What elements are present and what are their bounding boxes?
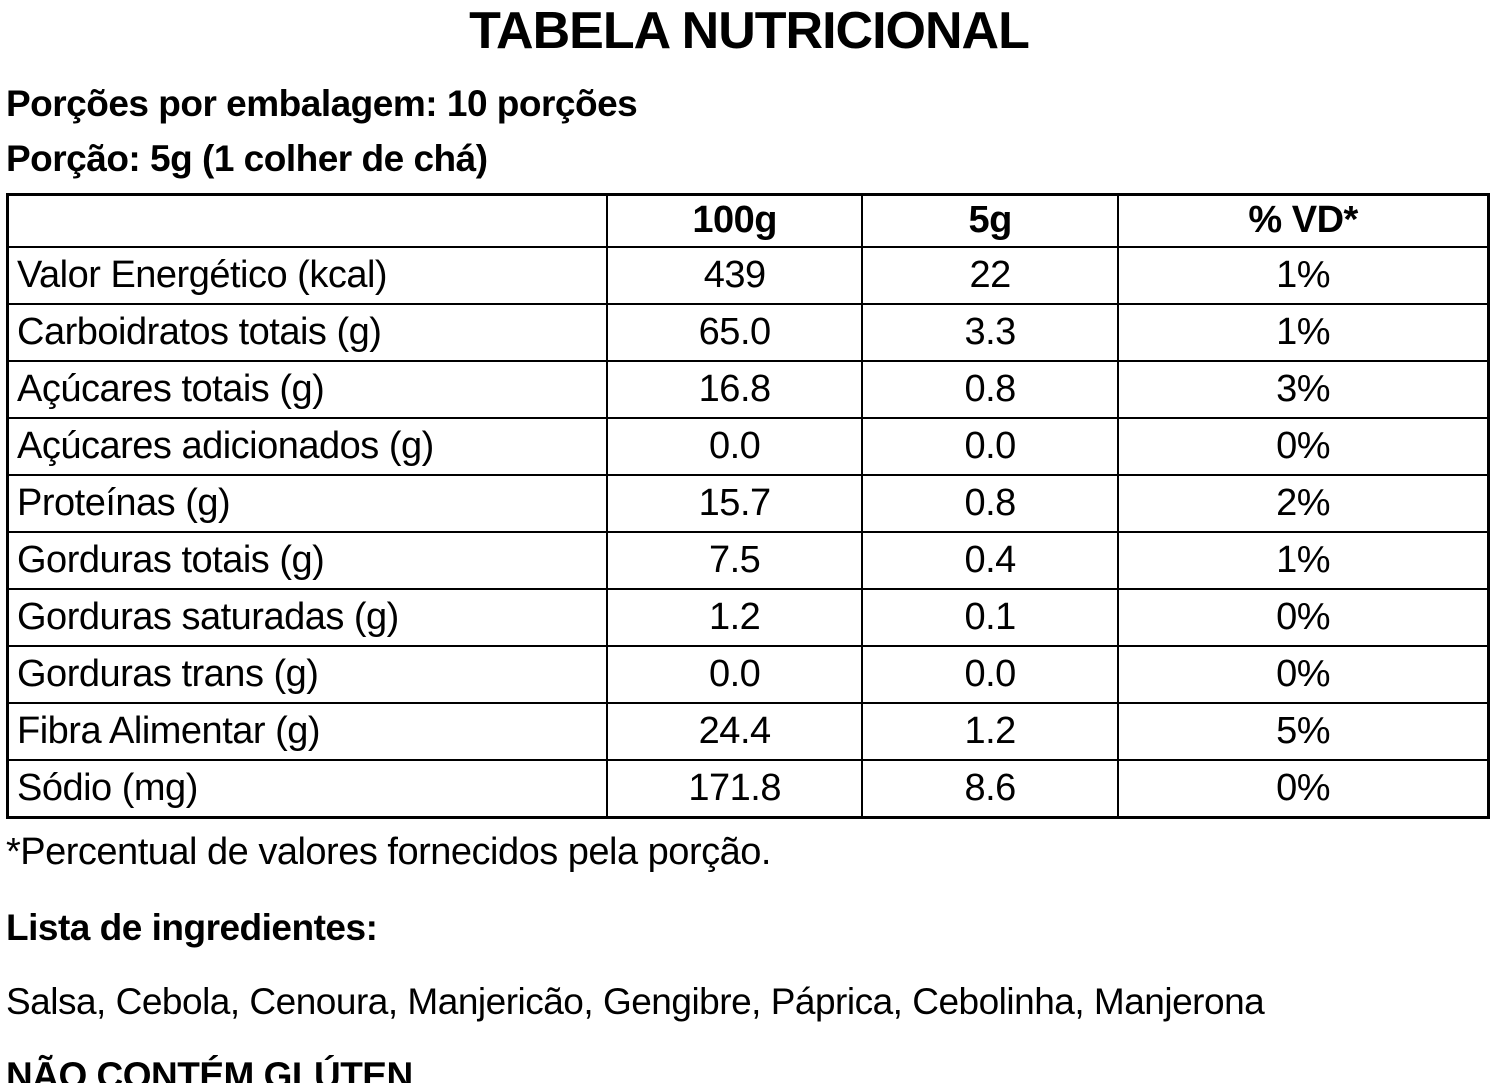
row-label: Fibra Alimentar (g) (6, 701, 609, 761)
nutrition-table: 100g 5g % VD* Valor Energético (kcal) 439… (6, 192, 1490, 819)
value-100g: 1.2 (606, 587, 864, 647)
value-vd: 0% (1117, 587, 1490, 647)
table-row: Fibra Alimentar (g) 24.4 1.2 5% (6, 701, 1490, 761)
column-header-5g: 5g (861, 193, 1120, 248)
table-row: Carboidratos totais (g) 65.0 3.3 1% (6, 302, 1490, 362)
value-vd: 3% (1117, 359, 1490, 419)
row-label: Carboidratos totais (g) (6, 302, 609, 362)
value-100g: 15.7 (606, 473, 864, 533)
value-100g: 7.5 (606, 530, 864, 590)
table-row: Açúcares adicionados (g) 0.0 0.0 0% (6, 416, 1490, 476)
row-label: Açúcares totais (g) (6, 359, 609, 419)
value-vd: 0% (1117, 758, 1490, 819)
value-5g: 0.1 (861, 587, 1120, 647)
row-label: Gorduras saturadas (g) (6, 587, 609, 647)
row-label: Valor Energético (kcal) (6, 245, 609, 305)
table-row: Gorduras totais (g) 7.5 0.4 1% (6, 530, 1490, 590)
value-vd: 1% (1117, 245, 1490, 305)
servings-per-package: Porções por embalagem: 10 porções (6, 82, 638, 124)
row-label: Sódio (mg) (6, 758, 609, 819)
value-vd: 2% (1117, 473, 1490, 533)
value-vd: 5% (1117, 701, 1490, 761)
row-label: Açúcares adicionados (g) (6, 416, 609, 476)
nutrition-table-body: Valor Energético (kcal) 439 22 1% Carboidrat… (6, 245, 1490, 819)
footnote: *Percentual de valores fornecidos pela p… (6, 830, 771, 873)
table-row: Valor Energético (kcal) 439 22 1% (6, 245, 1490, 305)
value-vd: 1% (1117, 302, 1490, 362)
value-5g: 1.2 (861, 701, 1120, 761)
serving-size: Porção: 5g (1 colher de chá) (6, 137, 488, 179)
row-label: Gorduras trans (g) (6, 644, 609, 704)
row-label: Proteínas (g) (6, 473, 609, 533)
value-vd: 0% (1117, 416, 1490, 476)
ingredients-list: Salsa, Cebola, Cenoura, Manjericão, Geng… (6, 980, 1265, 1022)
value-100g: 65.0 (606, 302, 864, 362)
value-100g: 171.8 (606, 758, 864, 819)
table-row: Açúcares totais (g) 16.8 0.8 3% (6, 359, 1490, 419)
ingredients-heading: Lista de ingredientes: (6, 906, 378, 948)
value-5g: 3.3 (861, 302, 1120, 362)
value-vd: 1% (1117, 530, 1490, 590)
value-100g: 439 (606, 245, 864, 305)
claim-gluten-free: NÃO CONTÉM GLÚTEN (6, 1054, 413, 1083)
value-100g: 24.4 (606, 701, 864, 761)
value-5g: 0.8 (861, 473, 1120, 533)
table-row: Proteínas (g) 15.7 0.8 2% (6, 473, 1490, 533)
table-row: Gorduras trans (g) 0.0 0.0 0% (6, 644, 1490, 704)
value-vd: 0% (1117, 644, 1490, 704)
value-5g: 0.4 (861, 530, 1120, 590)
column-header-vd: % VD* (1117, 193, 1490, 248)
table-row: Sódio (mg) 171.8 8.6 0% (6, 758, 1490, 819)
table-row: Gorduras saturadas (g) 1.2 0.1 0% (6, 587, 1490, 647)
column-header-100g: 100g (606, 193, 864, 248)
value-100g: 0.0 (606, 644, 864, 704)
value-5g: 22 (861, 245, 1120, 305)
table-header-row: 100g 5g % VD* (6, 193, 1490, 248)
value-100g: 0.0 (606, 416, 864, 476)
value-100g: 16.8 (606, 359, 864, 419)
value-5g: 0.0 (861, 644, 1120, 704)
value-5g: 0.0 (861, 416, 1120, 476)
value-5g: 0.8 (861, 359, 1120, 419)
value-5g: 8.6 (861, 758, 1120, 819)
column-header-nutrient (6, 193, 609, 248)
row-label: Gorduras totais (g) (6, 530, 609, 590)
page-title: TABELA NUTRICIONAL (469, 2, 1030, 60)
